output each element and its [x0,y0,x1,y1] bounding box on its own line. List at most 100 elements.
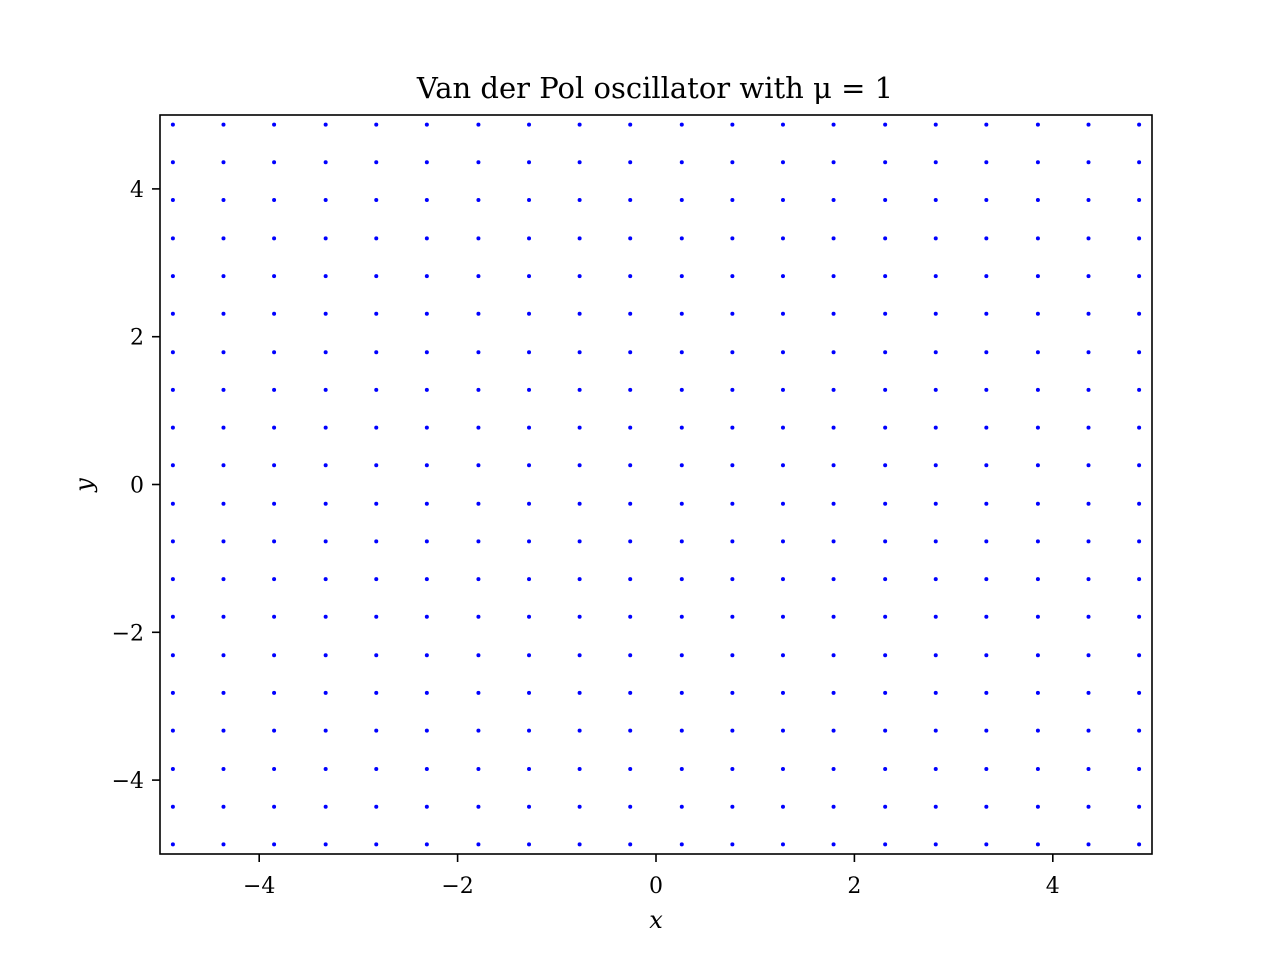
scatter-point [1137,614,1142,619]
scatter-point [527,311,532,316]
scatter-point [170,690,175,695]
scatter-point [831,160,836,165]
scatter-point [831,690,836,695]
scatter-point [883,842,888,847]
scatter-point [577,387,582,392]
x-tick-label: 4 [1046,874,1060,899]
scatter-point [1137,690,1142,695]
scatter-point [933,236,938,241]
scatter-point [272,539,277,544]
scatter-point [221,767,226,772]
scatter-point [527,577,532,582]
scatter-point [527,425,532,430]
scatter-point [1086,387,1091,392]
scatter-point [272,842,277,847]
scatter-point [730,577,735,582]
scatter-point [221,728,226,733]
scatter-point [424,614,429,619]
scatter-point [831,274,836,279]
scatter-point [984,425,989,430]
scatter-point [323,728,328,733]
scatter-point [424,577,429,582]
scatter-point [1086,463,1091,468]
scatter-point [170,463,175,468]
scatter-point [476,425,481,430]
scatter-point [374,501,379,506]
scatter-point [323,767,328,772]
scatter-point [1137,653,1142,658]
scatter-point [883,350,888,355]
scatter-point [628,842,633,847]
scatter-point [1086,539,1091,544]
scatter-point [831,842,836,847]
scatter-point [1086,311,1091,316]
y-tick-label: −4 [112,769,144,794]
scatter-point [424,236,429,241]
scatter-point [374,236,379,241]
scatter-point [221,350,226,355]
scatter-point [374,577,379,582]
scatter-point [424,501,429,506]
scatter-point [1137,842,1142,847]
scatter-point [883,274,888,279]
scatter-point [374,197,379,202]
scatter-point [984,728,989,733]
scatter-point [221,463,226,468]
scatter-point [984,387,989,392]
scatter-point [679,614,684,619]
scatter-point [730,311,735,316]
scatter-point [984,767,989,772]
scatter-point [628,728,633,733]
scatter-point [272,728,277,733]
scatter-point [424,653,429,658]
scatter-point [424,728,429,733]
scatter-point [780,425,785,430]
scatter-point [1137,501,1142,506]
scatter-point [527,122,532,127]
scatter-point [780,804,785,809]
scatter-point [577,197,582,202]
scatter-point [883,122,888,127]
scatter-point [577,767,582,772]
scatter-point [1035,501,1040,506]
scatter-point [323,311,328,316]
scatter-point [730,425,735,430]
scatter-point [170,767,175,772]
scatter-point [476,122,481,127]
scatter-point [628,767,633,772]
scatter-point [1086,842,1091,847]
scatter-point [780,767,785,772]
scatter-point [831,653,836,658]
scatter-point [323,387,328,392]
scatter-point [272,804,277,809]
scatter-point [933,425,938,430]
scatter-point [1086,122,1091,127]
scatter-point [527,728,532,733]
scatter-point [527,804,532,809]
scatter-point [780,463,785,468]
scatter-point [933,387,938,392]
scatter-point [984,463,989,468]
scatter-point [424,350,429,355]
scatter-point [374,728,379,733]
scatter-point [780,577,785,582]
scatter-point [933,577,938,582]
scatter-point [577,728,582,733]
scatter-point [1086,804,1091,809]
scatter-point [780,350,785,355]
scatter-point [1035,767,1040,772]
scatter-point [628,311,633,316]
scatter-point [527,614,532,619]
scatter-point [272,767,277,772]
scatter-point [1137,350,1142,355]
scatter-point [374,842,379,847]
scatter-point [221,274,226,279]
scatter-point [831,311,836,316]
scatter-point [1035,539,1040,544]
scatter-point [679,197,684,202]
scatter-point [831,197,836,202]
scatter-point [527,236,532,241]
scatter-point [323,274,328,279]
scatter-point [1137,425,1142,430]
